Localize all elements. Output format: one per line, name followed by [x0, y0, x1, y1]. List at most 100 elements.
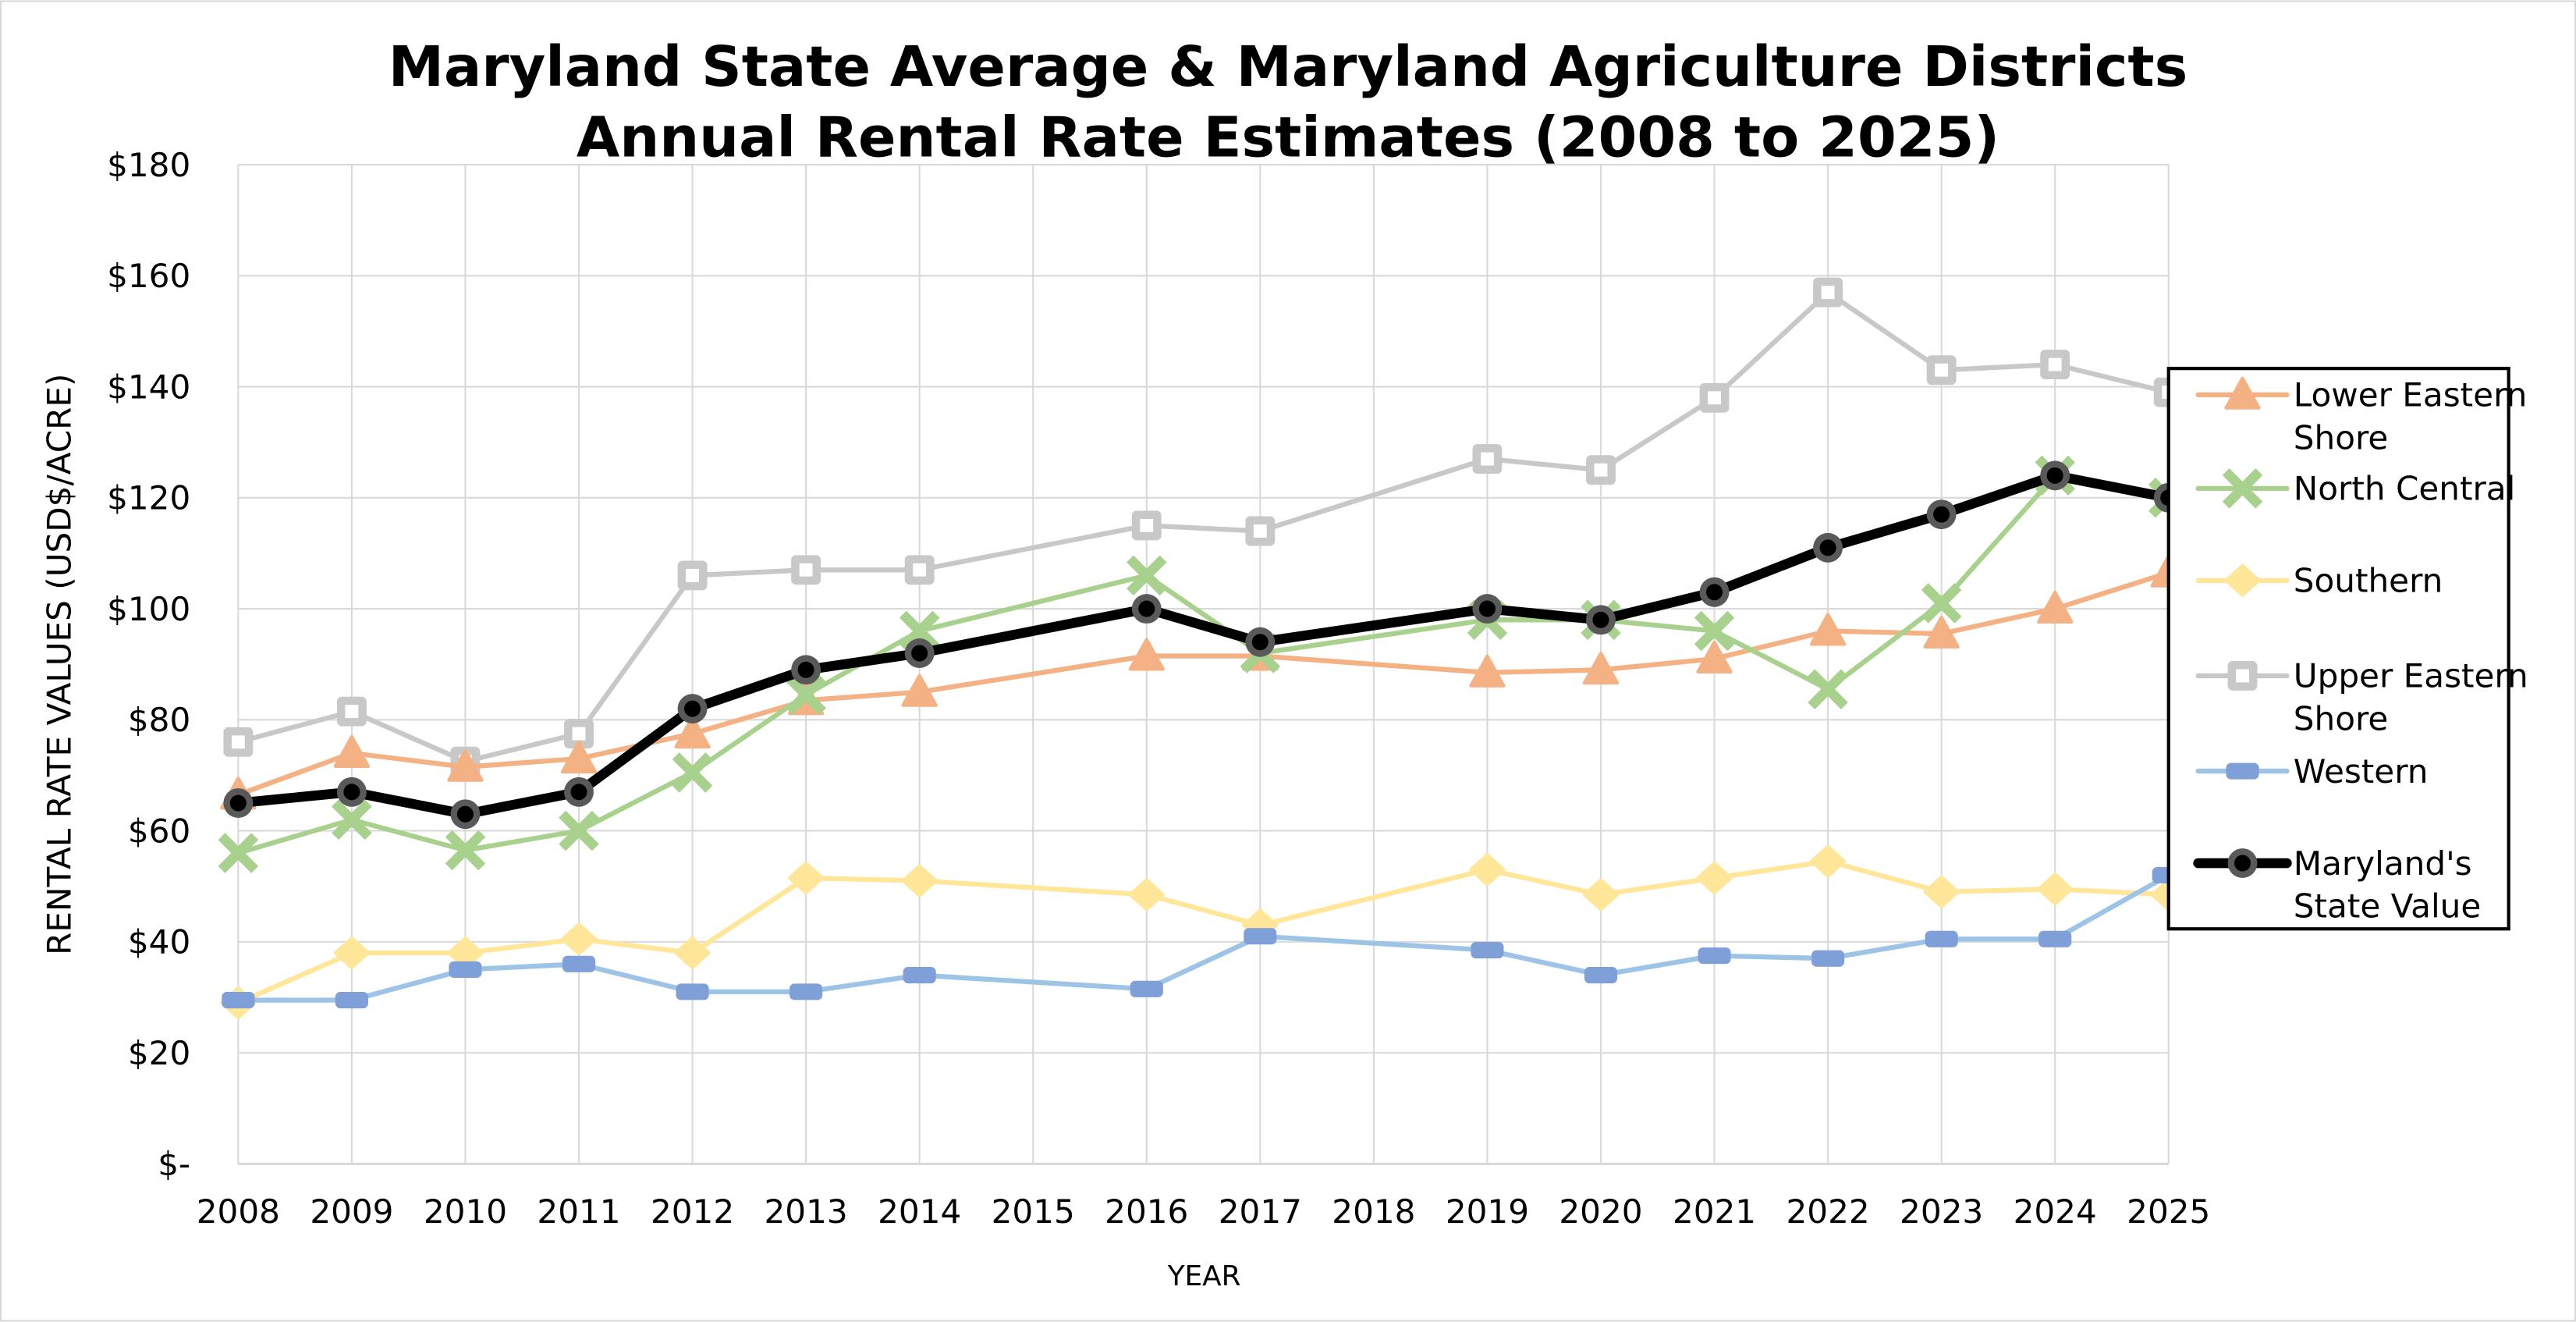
data-point-circle-inner — [1138, 600, 1155, 617]
data-point-dash — [335, 992, 368, 1009]
legend-item: North Central — [2195, 468, 2515, 509]
chart-title-line-2: Annual Rental Rate Estimates (2008 to 20… — [577, 105, 1999, 169]
legend-item: Upper Eastern Shore — [2195, 657, 2528, 737]
data-point-circle-inner — [1819, 539, 1836, 556]
data-point-x — [672, 752, 713, 793]
x-tick-label: 2011 — [537, 1192, 620, 1231]
data-point-triangle — [1469, 654, 1506, 688]
data-point-square-inner — [231, 735, 245, 749]
y-tick-label: $160 — [107, 257, 190, 295]
data-point-diamond — [1128, 878, 1165, 912]
data-point-dash — [1584, 967, 1618, 984]
legend-marker-x-icon — [2222, 468, 2263, 509]
data-point-triangle — [1128, 638, 1165, 671]
data-point-square-inner — [345, 705, 359, 719]
x-tick-label: 2021 — [1673, 1192, 1756, 1231]
data-point-circle-inner — [229, 794, 247, 812]
x-tick-label: 2008 — [197, 1192, 280, 1231]
data-point-triangle — [447, 748, 484, 782]
legend-marker-circle-icon-inner — [2234, 855, 2251, 872]
data-point-circle-inner — [684, 700, 701, 717]
series-line — [237, 858, 2169, 1006]
data-point-triangle — [2037, 590, 2074, 624]
data-point-square-inner — [1935, 363, 1949, 377]
legend-label: Western — [2294, 752, 2429, 791]
data-point-dash — [1471, 942, 1504, 959]
data-point-x — [1694, 610, 1735, 652]
x-tick-label: 2017 — [1219, 1192, 1302, 1231]
legend-item: Lower Eastern Shore — [2195, 376, 2527, 457]
data-point-circle-inner — [1251, 634, 1268, 651]
data-point-diamond — [674, 936, 711, 970]
series-line — [237, 471, 2170, 819]
x-tick-label: 2022 — [1787, 1192, 1870, 1231]
data-point-diamond — [560, 922, 598, 956]
series-line — [237, 290, 2170, 764]
y-tick-label: $80 — [128, 701, 190, 739]
data-point-square-inner — [1708, 391, 1721, 405]
data-point-x — [445, 830, 486, 871]
data-point-x — [559, 810, 599, 851]
data-point-x — [786, 674, 826, 716]
legend-item: Western — [2195, 752, 2429, 791]
legend: Lower Eastern Shore North Central Southern U… — [2166, 367, 2528, 931]
data-point-triangle — [333, 734, 371, 768]
legend-label: Shore — [2294, 699, 2388, 737]
data-point-dash — [676, 983, 709, 1000]
data-point-circle-inner — [1592, 611, 1609, 628]
data-point-diamond — [1582, 878, 1620, 912]
data-point-square-inner — [1821, 286, 1835, 300]
data-point-diamond — [901, 864, 938, 897]
data-point-diamond — [1923, 875, 1960, 908]
legend-label: State Value — [2294, 887, 2481, 926]
data-point-triangle — [901, 673, 938, 707]
x-tick-label: 2023 — [1900, 1192, 1983, 1231]
series-southern — [220, 844, 2187, 1020]
data-point-dash — [1244, 928, 1277, 945]
legend-box — [2166, 367, 2510, 931]
data-point-triangle — [674, 715, 711, 749]
y-tick-label: $140 — [107, 368, 190, 406]
data-point-square-inner — [1140, 518, 1154, 532]
data-point-diamond — [2037, 872, 2074, 906]
x-tick-label: 2025 — [2127, 1192, 2210, 1231]
data-point-diamond — [333, 936, 371, 970]
data-point-diamond — [1696, 862, 1733, 895]
series-maryland-s-state-value — [223, 460, 2184, 830]
y-tick-label: $40 — [128, 923, 190, 961]
series-line — [237, 473, 2170, 856]
x-tick-label: 2016 — [1105, 1192, 1188, 1231]
data-point-circle-inner — [797, 661, 814, 678]
data-point-triangle — [1809, 613, 1847, 646]
data-point-dash — [1130, 980, 1163, 997]
data-point-circle-inner — [1706, 584, 1723, 601]
data-point-diamond — [1469, 853, 1506, 887]
legend-marker-square-icon-inner — [2236, 669, 2249, 683]
data-point-dash — [222, 992, 255, 1009]
y-axis-label: RENTAL RATE VALUES (USD$/ACRE) — [41, 374, 79, 955]
data-point-diamond — [787, 862, 825, 895]
data-point-triangle — [1696, 640, 1733, 674]
data-point-x — [332, 799, 372, 840]
data-point-x — [899, 610, 940, 652]
legend-marker-diamond-icon — [2224, 563, 2261, 597]
data-point-triangle — [1582, 652, 1620, 685]
data-point-square-inner — [799, 563, 813, 577]
x-tick-label: 2015 — [992, 1192, 1075, 1231]
data-point-x — [218, 833, 259, 873]
data-point-circle-inner — [1933, 506, 1950, 523]
series-upper-eastern-shore — [223, 277, 2184, 776]
data-point-square-inner — [686, 568, 699, 582]
y-tick-label: $100 — [107, 590, 190, 628]
legend-label: Maryland's — [2294, 844, 2472, 883]
data-point-dash — [1925, 930, 1958, 947]
x-tick-label: 2009 — [310, 1192, 393, 1231]
data-point-circle-inner — [343, 784, 360, 801]
data-point-dash — [562, 955, 596, 972]
data-point-dash — [1698, 947, 1731, 965]
legend-label: Upper Eastern — [2294, 657, 2528, 695]
data-point-x — [1921, 583, 1962, 624]
data-point-dash — [789, 983, 823, 1000]
